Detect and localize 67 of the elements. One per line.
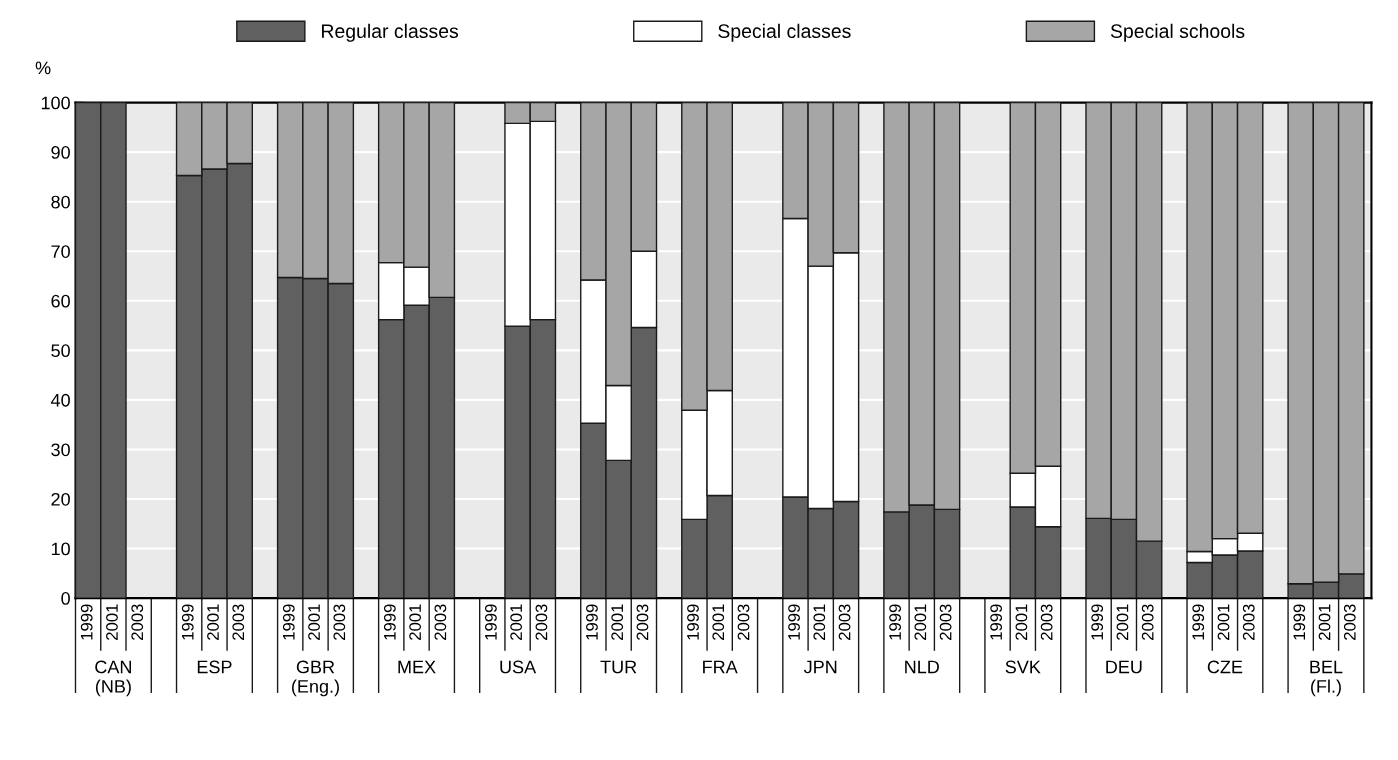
x-tick-label: 2001 [409,604,421,640]
x-tick-label: 2003 [131,604,144,640]
x-tick-label: 1999 [1192,604,1205,640]
x-tick-label: 1999 [80,604,93,640]
text: JPN [803,660,837,674]
x-tick-label: 2001 [510,604,523,640]
x-tick-label: 1999 [990,604,1003,640]
x-tick-label: 1999 [687,604,699,640]
y-tick-label: 80 [51,195,70,209]
y-tick-label: 50 [51,344,70,358]
x-tick-label: 2001 [106,604,118,640]
x-tick-label: 2003 [1141,604,1154,640]
text: CAN (NB) [95,660,131,697]
x-tick-label: 2003 [434,604,447,640]
x-tick-label: 2003 [838,604,851,640]
x-tick-label: 1999 [282,604,295,640]
y-tick-label: 90 [51,146,70,159]
x-tick-label: 1999 [788,604,800,640]
x-tick-label: 1999 [1293,604,1306,640]
x-tick-label: 2003 [535,604,548,640]
x-tick-label: 2003 [1242,604,1255,640]
text: ESP [197,660,232,674]
x-tick-label: 1999 [484,604,497,640]
text: MEX [398,660,436,674]
x-tick-label: 2003 [636,604,649,640]
x-tick-label: 2001 [1217,604,1230,640]
legend-label: Regular classes [322,23,459,42]
x-tick-label: 2001 [1318,604,1331,640]
text: SVK [1005,660,1041,674]
y-tick-label: 40 [50,393,70,407]
x-tick-label: 2001 [207,604,219,640]
x-tick-label: 2003 [939,604,952,640]
x-tick-label: 2003 [333,604,346,640]
x-tick-label: 2001 [813,604,826,640]
y-tick-label: 100 [41,96,70,110]
x-tick-label: 2003 [232,604,245,640]
x-tick-label: 2001 [308,604,320,640]
text: BEL (Fl.) [1310,660,1343,697]
x-tick-label: 1999 [181,604,194,640]
x-tick-label: 1999 [1091,604,1104,640]
y-tick-label: 10 [51,542,70,556]
y-tick-label: 30 [51,443,70,457]
text: TUR [600,660,637,674]
text: GBR (Eng.) [292,660,339,697]
y-tick-label: 70 [51,245,70,258]
legend-label: Special classes [718,23,851,42]
x-tick-label: 2003 [737,604,750,640]
y-tick-label: 0 [61,592,70,605]
x-tick-label: 2001 [1116,604,1129,640]
text: USA [500,660,537,674]
y-tick-label: 60 [51,294,70,308]
x-tick-label: 2001 [611,604,624,640]
y-axis-title: % [35,61,51,75]
legend-label: Special schools [1110,23,1245,42]
x-tick-label: 2003 [1040,604,1053,640]
text: DEU [1106,660,1142,674]
x-tick-label: 1999 [383,604,396,640]
x-tick-label: 2001 [1015,604,1028,640]
x-tick-label: 2001 [914,604,927,640]
text: FRA [703,660,738,674]
x-tick-label: 1999 [586,604,598,640]
x-tick-label: 2003 [1343,604,1356,640]
x-tick-label: 1999 [889,604,901,640]
text: NLD [905,660,939,674]
x-tick-label: 2001 [712,604,725,640]
y-tick-label: 20 [51,492,70,506]
text: CZE [1207,660,1243,674]
